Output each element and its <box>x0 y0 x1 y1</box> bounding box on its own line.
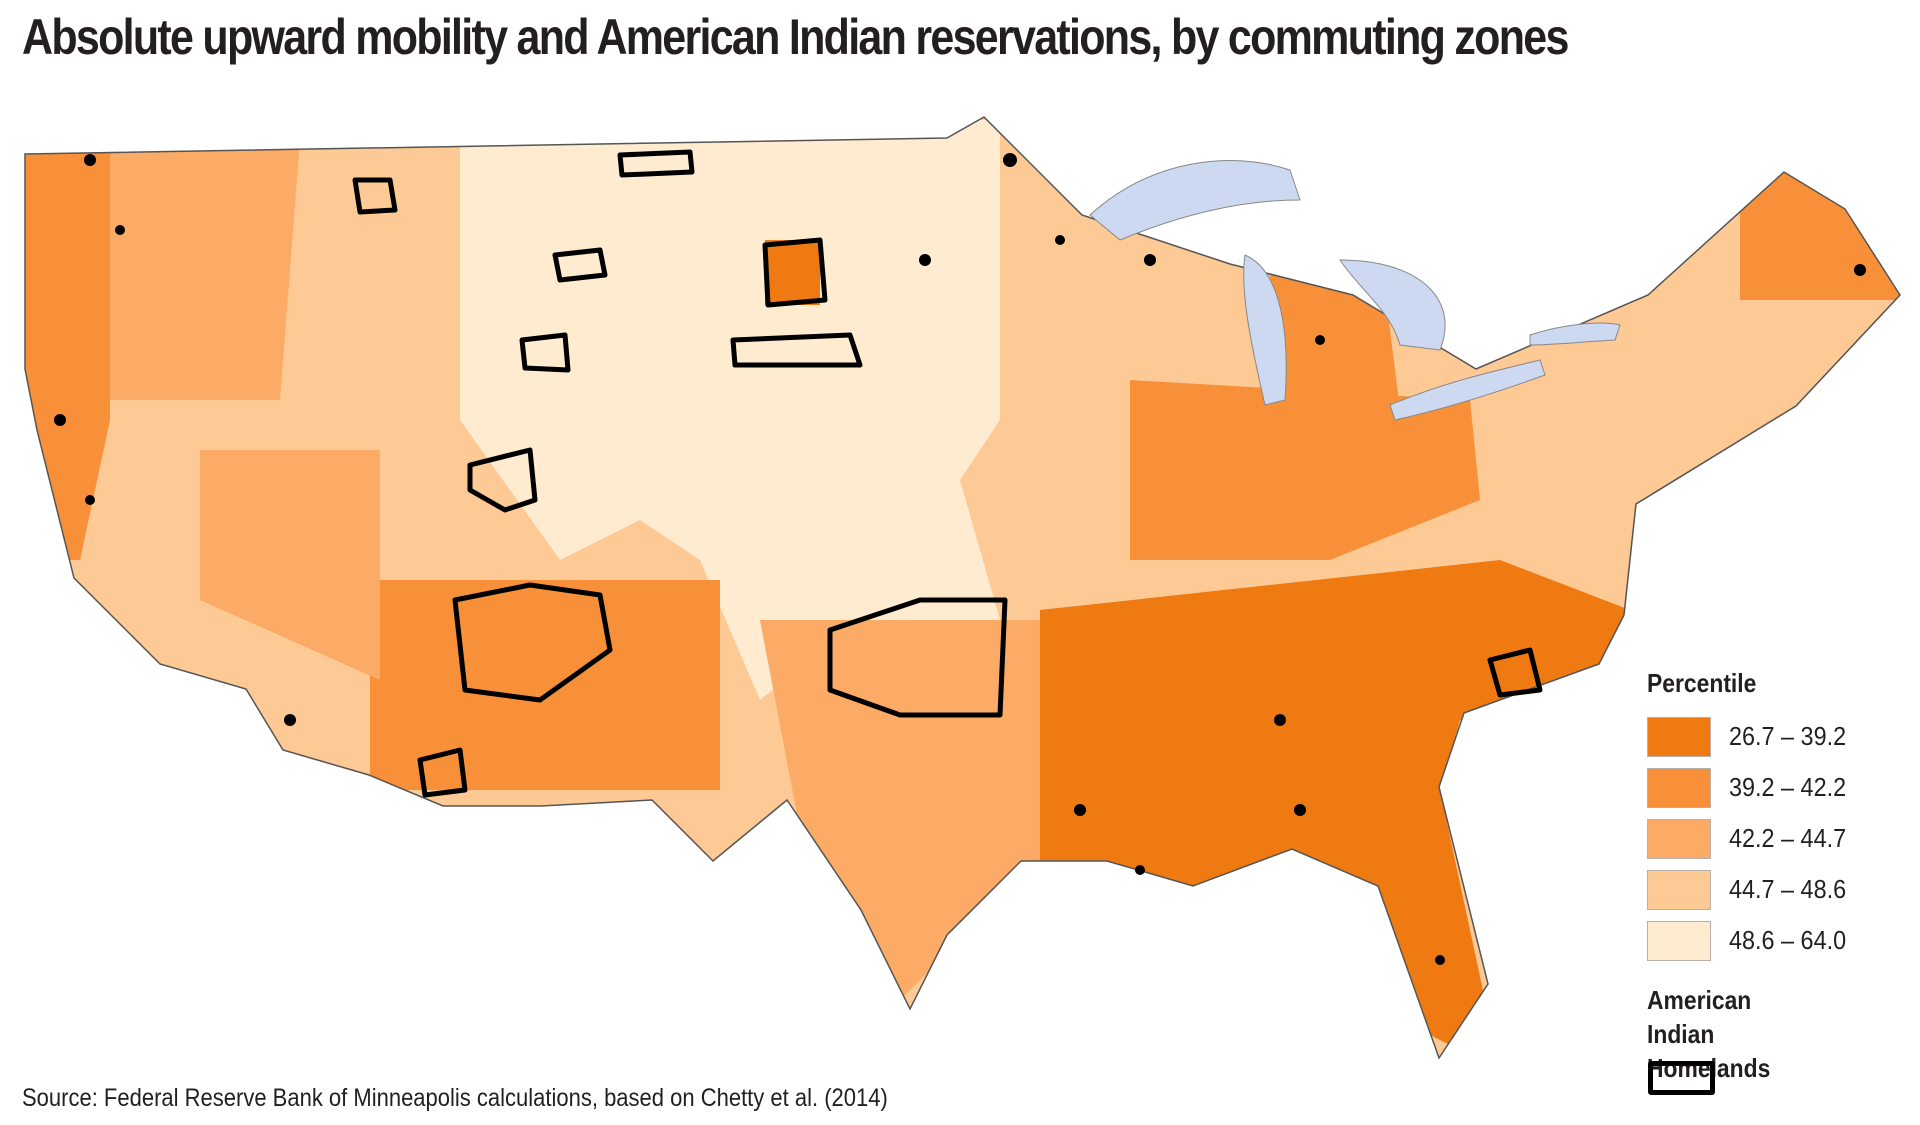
homeland-crow <box>552 247 608 283</box>
homeland-pine-ridge <box>730 332 863 368</box>
zones-nevada <box>200 450 380 680</box>
legend-label: 42.2 – 44.7 <box>1729 823 1847 853</box>
legend-swatch <box>1647 818 1711 859</box>
homelands-legend-label: American Indian Homelands <box>1647 985 1771 1083</box>
zones-northwest <box>110 140 300 400</box>
source-note: Source: Federal Reserve Bank of Minneapo… <box>22 1084 888 1112</box>
zones-dakota-dark <box>765 240 820 305</box>
homeland-oklahoma <box>827 597 1008 718</box>
zones-southeast <box>1040 560 1630 1058</box>
zones-maine <box>1740 160 1900 300</box>
homeland-fort-peck <box>617 149 695 178</box>
legend-item: 44.7 – 48.6 <box>1647 864 1917 915</box>
legend-item: 48.6 – 64.0 <box>1647 915 1917 966</box>
map-title: Absolute upward mobility and American In… <box>22 9 1569 65</box>
legend-swatch <box>1647 716 1711 757</box>
great-lakes <box>1089 159 1621 421</box>
legend-label: 39.2 – 42.2 <box>1729 772 1847 802</box>
lake-michigan <box>1243 254 1287 406</box>
legend-item: 39.2 – 42.2 <box>1647 762 1917 813</box>
homeland-flathead <box>352 177 398 215</box>
legend-label: 44.7 – 48.6 <box>1729 874 1847 904</box>
legend: Percentile 26.7 – 39.2 39.2 – 42.2 42.2 … <box>1647 668 1917 966</box>
lake-erie <box>1389 359 1546 421</box>
homeland-navajo <box>452 582 613 703</box>
zones-midwest <box>1130 380 1480 560</box>
zones-plains-light <box>460 120 1000 700</box>
homeland-tohono <box>417 747 468 798</box>
legend-item: 26.7 – 39.2 <box>1647 711 1917 762</box>
homeland-lumbee <box>1487 647 1543 698</box>
lake-superior <box>1089 159 1301 241</box>
homeland-wind-river <box>519 332 571 373</box>
homelands-legend-swatch <box>1648 1061 1715 1095</box>
homeland-cheyenne-river <box>762 237 828 308</box>
legend-title: Percentile <box>1647 668 1757 698</box>
legend-label: 48.6 – 64.0 <box>1729 925 1847 955</box>
legend-swatch <box>1647 869 1711 910</box>
legend-label: 26.7 – 39.2 <box>1729 721 1847 751</box>
lake-ontario <box>1529 322 1621 346</box>
legend-swatch <box>1647 767 1711 808</box>
legend-swatch <box>1647 920 1711 961</box>
homelands-small <box>54 153 1866 965</box>
legend-item: 42.2 – 44.7 <box>1647 813 1917 864</box>
homelands-outlines <box>352 149 1543 798</box>
zones-texas-mid <box>760 620 1040 1000</box>
homeland-uintah <box>467 447 538 513</box>
lake-huron <box>1339 259 1446 351</box>
